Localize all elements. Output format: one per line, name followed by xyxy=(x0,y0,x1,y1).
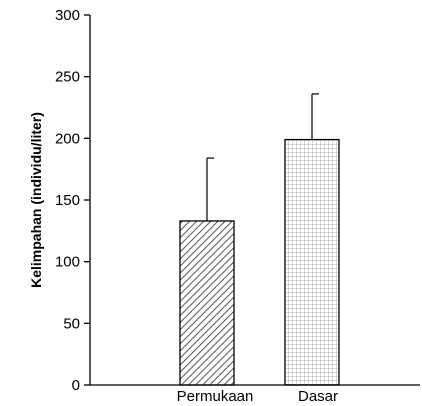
y-tick-label: 100 xyxy=(55,254,80,271)
y-axis-title: Kelimpahan (individu/liter) xyxy=(28,112,44,288)
y-tick-label: 300 xyxy=(55,7,80,24)
x-axis-categories: Permukaan Dasar xyxy=(177,388,338,405)
y-tick-label: 200 xyxy=(55,130,80,147)
bars xyxy=(179,93,340,386)
x-category-label: Permukaan xyxy=(177,388,254,405)
bar-dasar xyxy=(284,138,340,386)
y-axis-ticks: 0 50 100 150 200 250 300 xyxy=(55,7,90,394)
x-category-label: Dasar xyxy=(298,388,338,405)
y-tick-label: 50 xyxy=(63,315,80,332)
y-tick-label: 150 xyxy=(55,192,80,209)
y-tick-label: 250 xyxy=(55,69,80,86)
bar-permukaan xyxy=(179,220,235,386)
y-tick-label: 0 xyxy=(72,377,80,394)
